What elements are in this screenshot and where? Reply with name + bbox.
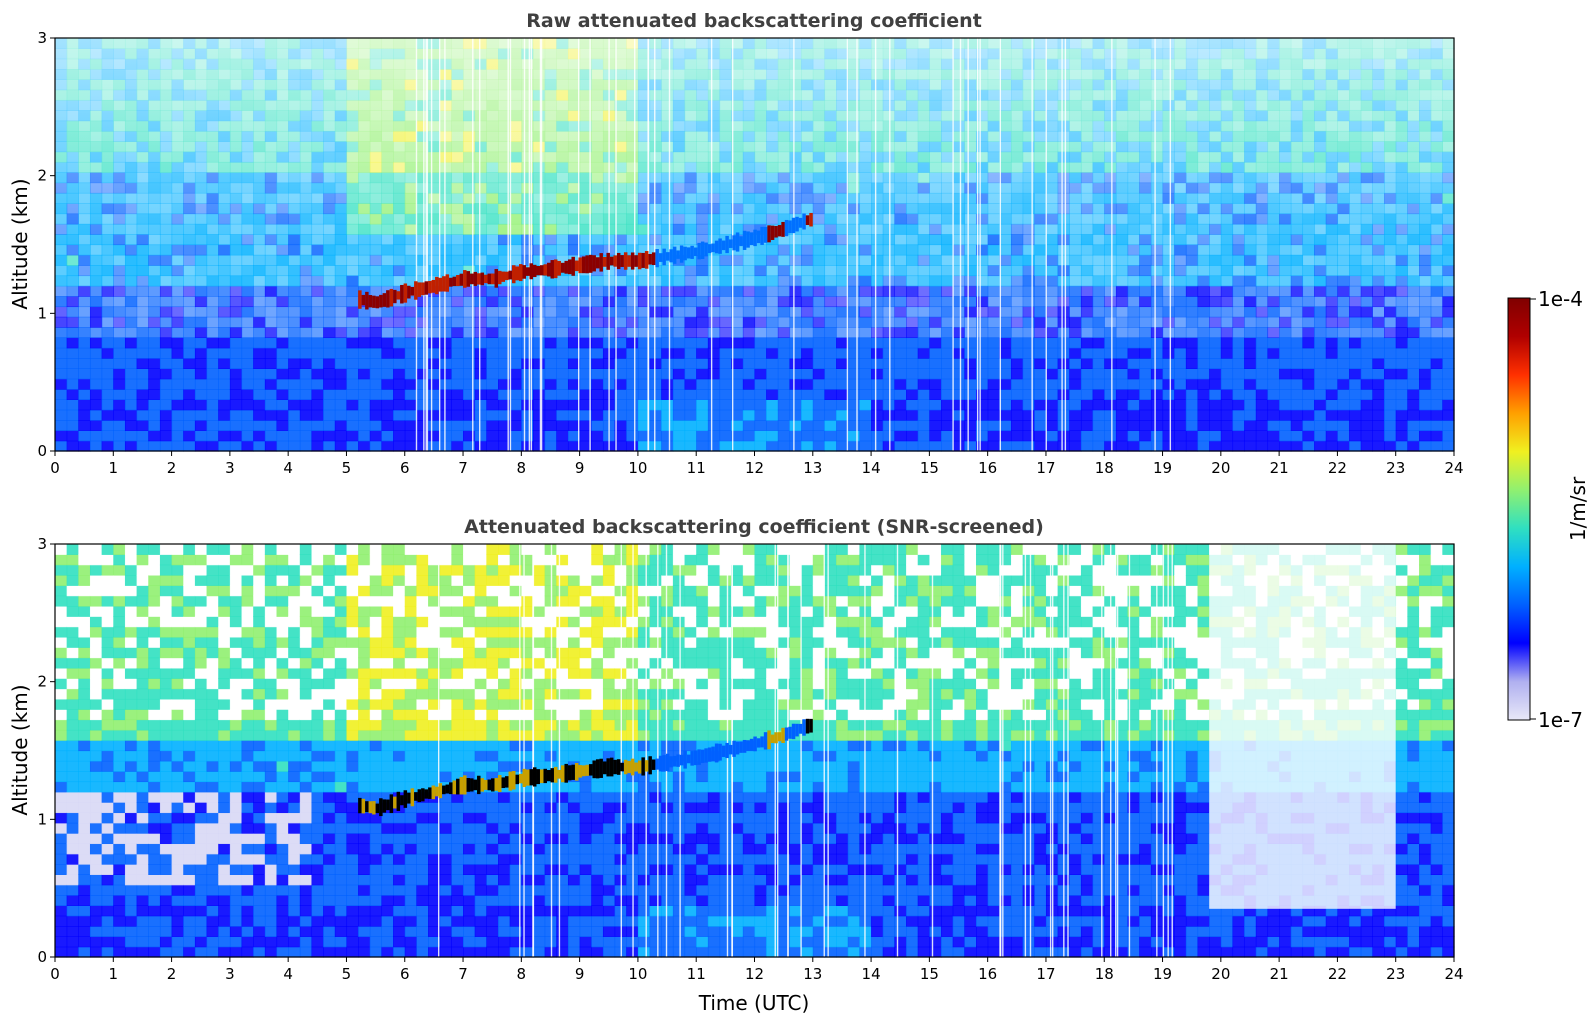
y-tick-label: 3 xyxy=(37,29,47,47)
x-tick-label: 7 xyxy=(458,965,468,983)
y-axis-label-screened: Altitude (km) xyxy=(8,684,32,815)
x-tick-label: 24 xyxy=(1444,965,1463,983)
heatmap-field-screened xyxy=(55,544,1455,958)
x-tick-label: 10 xyxy=(628,459,647,477)
x-tick-label: 2 xyxy=(167,459,177,477)
x-tick-label: 11 xyxy=(687,965,706,983)
x-tick-label: 24 xyxy=(1444,459,1463,477)
x-tick-label: 14 xyxy=(862,965,881,983)
y-tick-label: 1 xyxy=(37,810,47,828)
x-tick-label: 13 xyxy=(803,965,822,983)
colorbar-gradient xyxy=(1507,297,1531,721)
y-axis-raw: 0 1 2 3 xyxy=(37,29,55,460)
colorbar: 1e-4 1e-7 1/m/sr xyxy=(1507,287,1590,732)
y-tick-label: 2 xyxy=(37,167,47,185)
x-axis-label: Time (UTC) xyxy=(698,991,810,1015)
x-tick-label: 22 xyxy=(1328,965,1347,983)
x-tick-label: 13 xyxy=(803,459,822,477)
x-tick-label: 10 xyxy=(628,965,647,983)
x-tick-label: 15 xyxy=(920,459,939,477)
x-tick-label: 2 xyxy=(167,965,177,983)
x-tick-label: 9 xyxy=(575,965,585,983)
y-tick-label: 2 xyxy=(37,673,47,691)
y-tick-label: 0 xyxy=(37,948,47,966)
x-tick-label: 15 xyxy=(920,965,939,983)
x-tick-label: 17 xyxy=(1036,459,1055,477)
x-tick-label: 9 xyxy=(575,459,585,477)
x-tick-label: 4 xyxy=(283,965,293,983)
x-tick-label: 21 xyxy=(1270,965,1289,983)
x-tick-label: 5 xyxy=(342,965,352,983)
x-axis-screened: 0 1 2 3 4 5 6 7 8 9 10 11 12 13 14 15 16 17 18 19 20 21 22 23 24 xyxy=(50,957,1464,983)
x-tick-label: 5 xyxy=(342,459,352,477)
heatmap-field-raw xyxy=(55,38,1455,452)
y-tick-label: 1 xyxy=(37,304,47,322)
x-tick-label: 22 xyxy=(1328,459,1347,477)
y-tick-label: 0 xyxy=(37,442,47,460)
x-axis-raw: 0 1 2 3 4 5 6 7 8 9 10 11 12 13 14 15 16 17 18 19 20 21 22 23 24 xyxy=(50,451,1464,477)
x-tick-label: 18 xyxy=(1095,965,1114,983)
x-tick-label: 3 xyxy=(225,459,235,477)
colorbar-max-label: 1e-4 xyxy=(1538,287,1583,311)
y-axis-screened: 0 1 2 3 xyxy=(37,535,55,966)
colorbar-min-label: 1e-7 xyxy=(1538,708,1583,732)
x-tick-label: 4 xyxy=(283,459,293,477)
x-tick-label: 1 xyxy=(109,965,119,983)
chart-title-raw: Raw attenuated backscattering coefficien… xyxy=(526,10,982,32)
x-tick-label: 18 xyxy=(1095,459,1114,477)
x-tick-label: 23 xyxy=(1386,459,1405,477)
x-tick-label: 21 xyxy=(1270,459,1289,477)
y-axis-label-raw: Altitude (km) xyxy=(8,178,32,309)
y-tick-label: 3 xyxy=(37,535,47,553)
x-tick-label: 7 xyxy=(458,459,468,477)
x-tick-label: 14 xyxy=(862,459,881,477)
x-tick-label: 0 xyxy=(50,965,60,983)
x-tick-label: 1 xyxy=(109,459,119,477)
x-tick-label: 12 xyxy=(745,459,764,477)
x-tick-label: 19 xyxy=(1153,459,1172,477)
x-tick-label: 0 xyxy=(50,459,60,477)
panel-screened: Attenuated backscattering coefficient (S… xyxy=(8,516,1464,1015)
x-tick-label: 6 xyxy=(400,459,410,477)
x-tick-label: 16 xyxy=(978,459,997,477)
x-tick-label: 17 xyxy=(1036,965,1055,983)
chart-title-screened: Attenuated backscattering coefficient (S… xyxy=(464,516,1044,538)
x-tick-label: 6 xyxy=(400,965,410,983)
panel-raw: Raw attenuated backscattering coefficien… xyxy=(8,10,1464,477)
x-tick-label: 19 xyxy=(1153,965,1172,983)
x-tick-label: 16 xyxy=(978,965,997,983)
x-tick-label: 11 xyxy=(687,459,706,477)
x-tick-label: 20 xyxy=(1211,965,1230,983)
x-tick-label: 12 xyxy=(745,965,764,983)
colorbar-label: 1/m/sr xyxy=(1566,476,1590,541)
x-tick-label: 23 xyxy=(1386,965,1405,983)
x-tick-label: 3 xyxy=(225,965,235,983)
x-tick-label: 8 xyxy=(517,459,527,477)
x-tick-label: 20 xyxy=(1211,459,1230,477)
x-tick-label: 8 xyxy=(517,965,527,983)
